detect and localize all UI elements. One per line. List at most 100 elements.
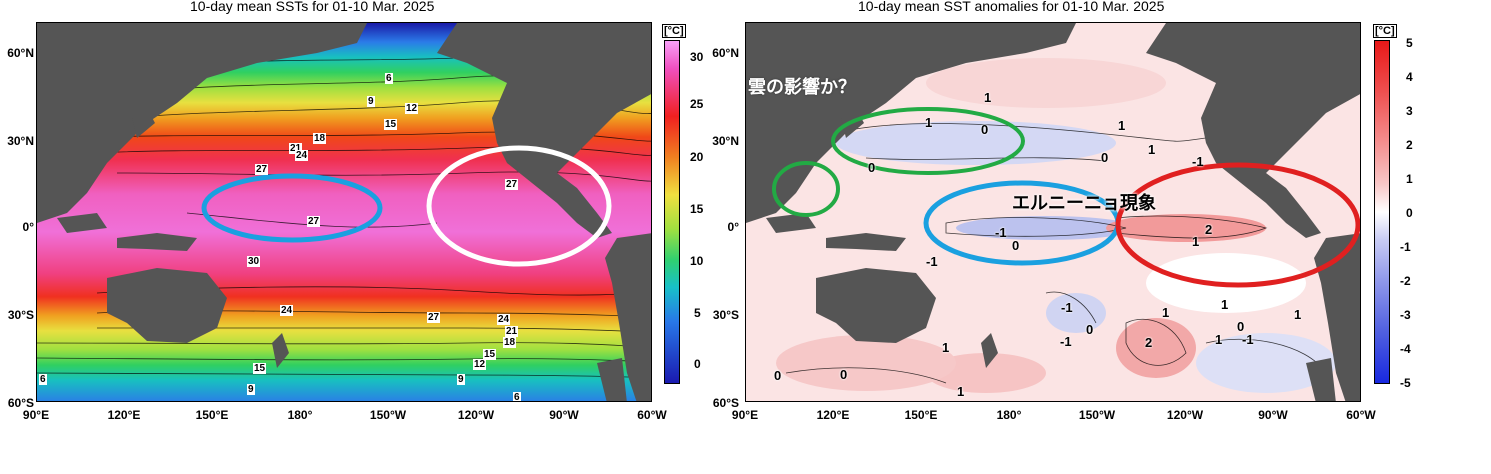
lat-label: 30°S xyxy=(7,308,34,322)
lon-label: 150°E xyxy=(195,408,229,422)
anomaly-colorbar-unit: [°C] xyxy=(1373,24,1397,38)
colorbar-tick: 30 xyxy=(690,50,704,64)
lat-label: 30°N xyxy=(7,134,34,148)
colorbar-tick: 5 xyxy=(694,306,701,320)
contour-label: 21 xyxy=(289,143,303,154)
contour-label: 6 xyxy=(39,374,47,385)
anomaly-field xyxy=(746,23,1360,401)
anomaly-map: 1 1 0 0 1 -1 1 0 -1 0 2 1 1 1 1 -1 0 -1 … xyxy=(745,22,1361,402)
lon-label: 90°W xyxy=(1258,408,1288,422)
lon-label: 180° xyxy=(996,408,1022,422)
colorbar-tick: -3 xyxy=(1400,308,1411,322)
lon-label: 120°W xyxy=(1166,408,1204,422)
colorbar-tick: -1 xyxy=(1400,240,1411,254)
colorbar-tick: 4 xyxy=(1406,70,1413,84)
colorbar-tick: 5 xyxy=(1406,36,1413,50)
colorbar-tick: 2 xyxy=(1406,138,1413,152)
contour-label: 12 xyxy=(405,103,419,114)
lon-label: 120°E xyxy=(107,408,141,422)
colorbar-tick: 0 xyxy=(1406,206,1413,220)
contour-label: 21 xyxy=(505,326,519,337)
colorbar-tick: -5 xyxy=(1400,376,1411,390)
sst-map: 6 9 12 15 18 21 24 27 27 27 30 24 27 24 … xyxy=(36,22,652,402)
anomaly-label: 1 xyxy=(1294,307,1302,322)
lat-label: 0° xyxy=(22,220,34,234)
cloud-ellipse-north xyxy=(831,107,1025,175)
anomaly-label: -1 xyxy=(1192,154,1204,169)
anomaly-contours xyxy=(785,123,1327,384)
contour-label: 12 xyxy=(473,359,487,370)
anomaly-label: 1 xyxy=(1118,118,1126,133)
cloud-annotation: 雲の影響か？ xyxy=(748,77,856,97)
warm-pool-ellipse xyxy=(201,173,383,243)
lon-label: 150°W xyxy=(369,408,407,422)
colorbar-tick: 25 xyxy=(690,97,704,111)
contour-label: 27 xyxy=(505,179,519,190)
anomaly-label: 0 xyxy=(1086,322,1094,337)
anomaly-label: -1 xyxy=(926,254,938,269)
anomaly-label: 0 xyxy=(981,122,989,137)
right-title: 10-day mean SST anomalies for 01-10 Mar.… xyxy=(858,0,1165,14)
contour-label: 24 xyxy=(280,305,294,316)
anomaly-label: 1 xyxy=(1162,305,1170,320)
contour-label: 9 xyxy=(457,374,465,385)
anomaly-label: 1 xyxy=(1215,332,1223,347)
anomaly-label: 0 xyxy=(1237,319,1245,334)
lat-label: 0° xyxy=(727,220,739,234)
colorbar-tick: 3 xyxy=(1406,104,1413,118)
colorbar-tick: -4 xyxy=(1400,342,1411,356)
contour-label: 27 xyxy=(307,216,321,227)
anomaly-label: -1 xyxy=(1242,332,1254,347)
colorbar-tick: 10 xyxy=(690,254,704,268)
lat-label: 60°S xyxy=(712,396,739,410)
colorbar-tick: 1 xyxy=(1406,172,1413,186)
anomaly-label: 0 xyxy=(840,367,848,382)
eastern-pacific-ellipse xyxy=(426,145,612,267)
lon-label: 150°W xyxy=(1078,408,1116,422)
anomaly-label: 2 xyxy=(1205,222,1213,237)
lat-label: 60°S xyxy=(7,396,34,410)
anomaly-label: -1 xyxy=(995,225,1007,240)
contour-label: 9 xyxy=(367,96,375,107)
contour-label: 24 xyxy=(497,314,511,325)
lat-label: 60°N xyxy=(712,46,739,60)
lat-label: 60°N xyxy=(7,46,34,60)
el-nino-annotation: エルニーニョ現象 xyxy=(1012,193,1156,213)
colorbar-tick: 15 xyxy=(690,202,704,216)
anomaly-label: 1 xyxy=(942,340,950,355)
lon-label: 60°W xyxy=(637,408,667,422)
anomaly-label: -1 xyxy=(1060,334,1072,349)
left-title: 10-day mean SSTs for 01-10 Mar. 2025 xyxy=(190,0,435,14)
lon-label: 60°W xyxy=(1346,408,1376,422)
anomaly-label: 0 xyxy=(1012,238,1020,253)
contour-label: 24 xyxy=(295,150,309,161)
cloud-ellipse-west xyxy=(772,161,840,217)
el-nino-ellipse xyxy=(1115,162,1360,288)
lon-label: 150°E xyxy=(904,408,938,422)
anomaly-label: 1 xyxy=(1221,297,1229,312)
contour-label: 18 xyxy=(503,337,517,348)
anomaly-colorbar xyxy=(1374,40,1390,384)
anomaly-label: 0 xyxy=(1101,150,1109,165)
sst-colorbar-unit: [°C] xyxy=(662,24,686,38)
lon-label: 90°E xyxy=(731,408,759,422)
contour-label: 6 xyxy=(385,73,393,84)
anomaly-label: 1 xyxy=(1192,234,1200,249)
anomaly-label: 0 xyxy=(868,160,876,175)
contour-label: 30 xyxy=(247,256,261,267)
contour-label: 27 xyxy=(255,164,269,175)
land-masses xyxy=(37,23,651,401)
sst-colorbar xyxy=(664,40,680,384)
contour-label: 18 xyxy=(313,133,327,144)
contour-label: 15 xyxy=(253,363,267,374)
anomaly-label: 1 xyxy=(925,115,933,130)
colorbar-tick: 0 xyxy=(694,357,701,371)
contour-label: 9 xyxy=(247,384,255,395)
lon-label: 180° xyxy=(287,408,313,422)
contour-label: 15 xyxy=(384,119,398,130)
land-masses xyxy=(746,23,1360,401)
anomaly-label: 1 xyxy=(957,384,965,399)
sst-field xyxy=(37,23,651,401)
contour-label: 27 xyxy=(427,312,441,323)
lat-label: 30°S xyxy=(712,308,739,322)
